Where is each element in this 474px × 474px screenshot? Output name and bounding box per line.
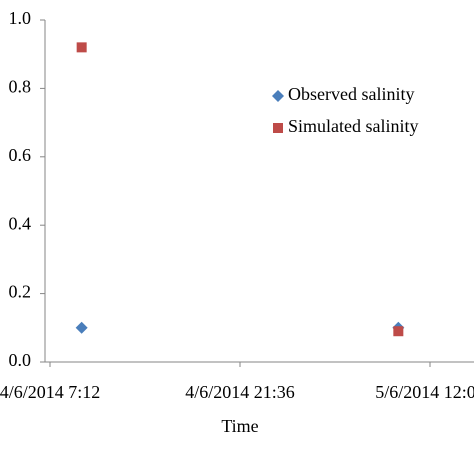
y-tick-label: 0.4 — [9, 213, 32, 233]
y-tick-label: 0.2 — [9, 282, 32, 302]
y-tick-label: 0.0 — [9, 350, 32, 370]
x-tick-label: 4/6/2014 7:12 — [0, 382, 100, 402]
y-tick-label: 1.0 — [9, 8, 32, 28]
x-axis-title: Time — [221, 416, 258, 436]
legend-label: Observed salinity — [288, 84, 414, 104]
data-point — [75, 321, 88, 334]
legend-label: Simulated salinity — [288, 116, 419, 136]
data-point — [393, 326, 404, 337]
y-tick-label: 0.6 — [9, 145, 32, 165]
legend-marker — [272, 90, 284, 102]
y-tick-label: 0.8 — [9, 77, 32, 97]
data-point — [76, 42, 87, 53]
x-tick-label: 4/6/2014 21:36 — [185, 382, 295, 402]
x-tick-label: 5/6/2014 12:00 — [375, 382, 474, 402]
legend-marker — [273, 123, 283, 133]
